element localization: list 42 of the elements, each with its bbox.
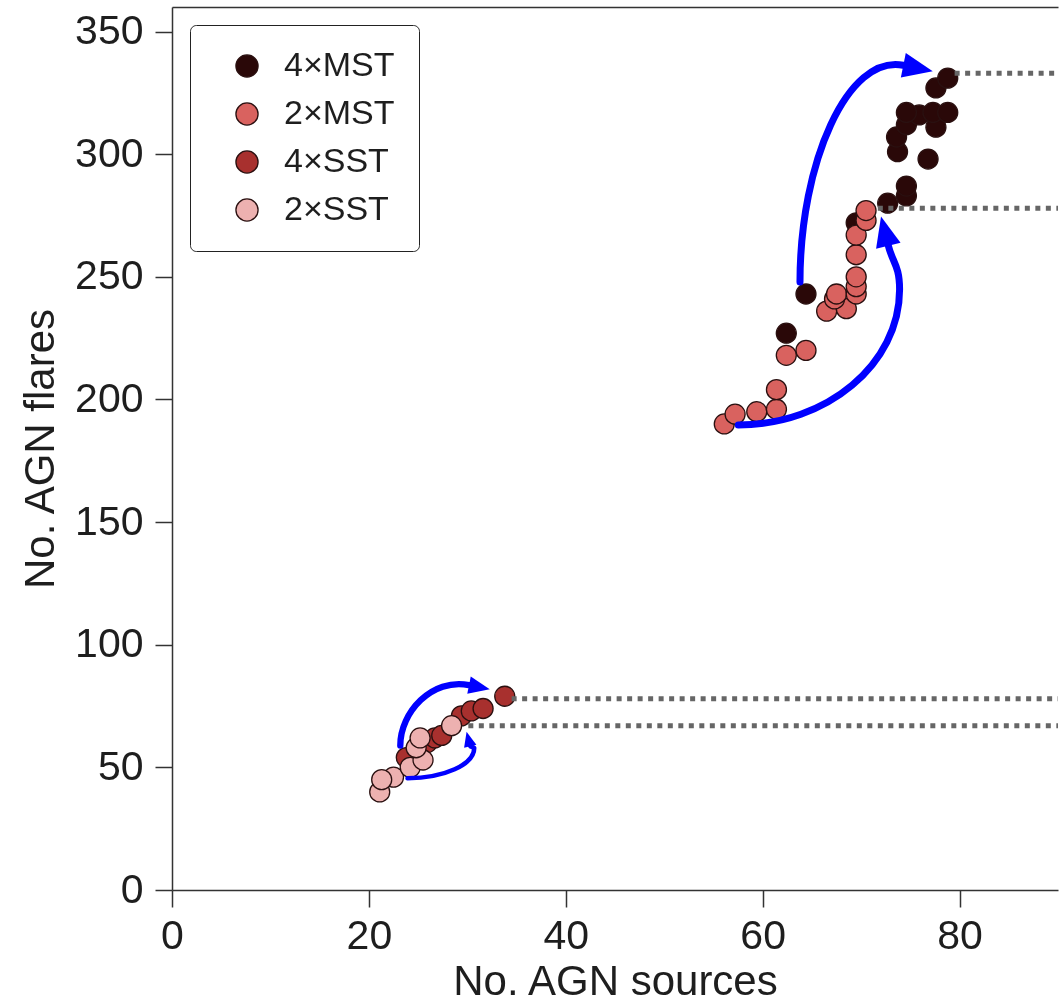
point	[440, 715, 463, 737]
point	[937, 67, 959, 89]
point	[937, 101, 959, 124]
point	[775, 322, 797, 344]
legend-label: 2×SST	[284, 189, 389, 227]
x-tick-label: 60	[740, 911, 786, 958]
y-tick-label: 250	[75, 252, 144, 299]
point	[765, 398, 788, 420]
y-tick-label: 350	[75, 7, 144, 54]
point	[724, 403, 746, 425]
y-tick-label: 200	[75, 374, 144, 421]
y-tick-label: 0	[120, 865, 144, 912]
x-axis-title: No. AGN sources	[453, 956, 778, 1004]
y-tick-label: 300	[75, 129, 144, 176]
y-tick-label: 100	[75, 620, 144, 667]
point	[855, 199, 877, 222]
point	[795, 339, 817, 362]
point	[746, 401, 768, 423]
y-axis-title: No. AGN flares	[16, 308, 64, 590]
point	[845, 266, 867, 288]
point	[825, 283, 848, 305]
point	[845, 224, 867, 246]
y-tick-label: 50	[97, 742, 144, 789]
x-tick-label: 80	[937, 911, 983, 958]
point	[795, 283, 817, 305]
point	[845, 244, 867, 266]
point	[775, 344, 797, 366]
legend-label: 2×MST	[284, 93, 395, 131]
point	[895, 175, 918, 197]
point	[472, 697, 494, 720]
y-tick-label: 150	[75, 497, 144, 544]
legend-label: 4×SST	[284, 141, 389, 179]
x-tick-label: 20	[346, 911, 393, 958]
point	[494, 685, 516, 707]
legend-label: 4×MST	[284, 45, 395, 83]
point	[895, 101, 918, 124]
x-tick-label: 40	[543, 911, 590, 958]
point	[371, 768, 393, 791]
point	[765, 379, 788, 401]
x-tick-label: 0	[161, 911, 184, 958]
point	[917, 148, 939, 170]
point	[409, 727, 431, 749]
